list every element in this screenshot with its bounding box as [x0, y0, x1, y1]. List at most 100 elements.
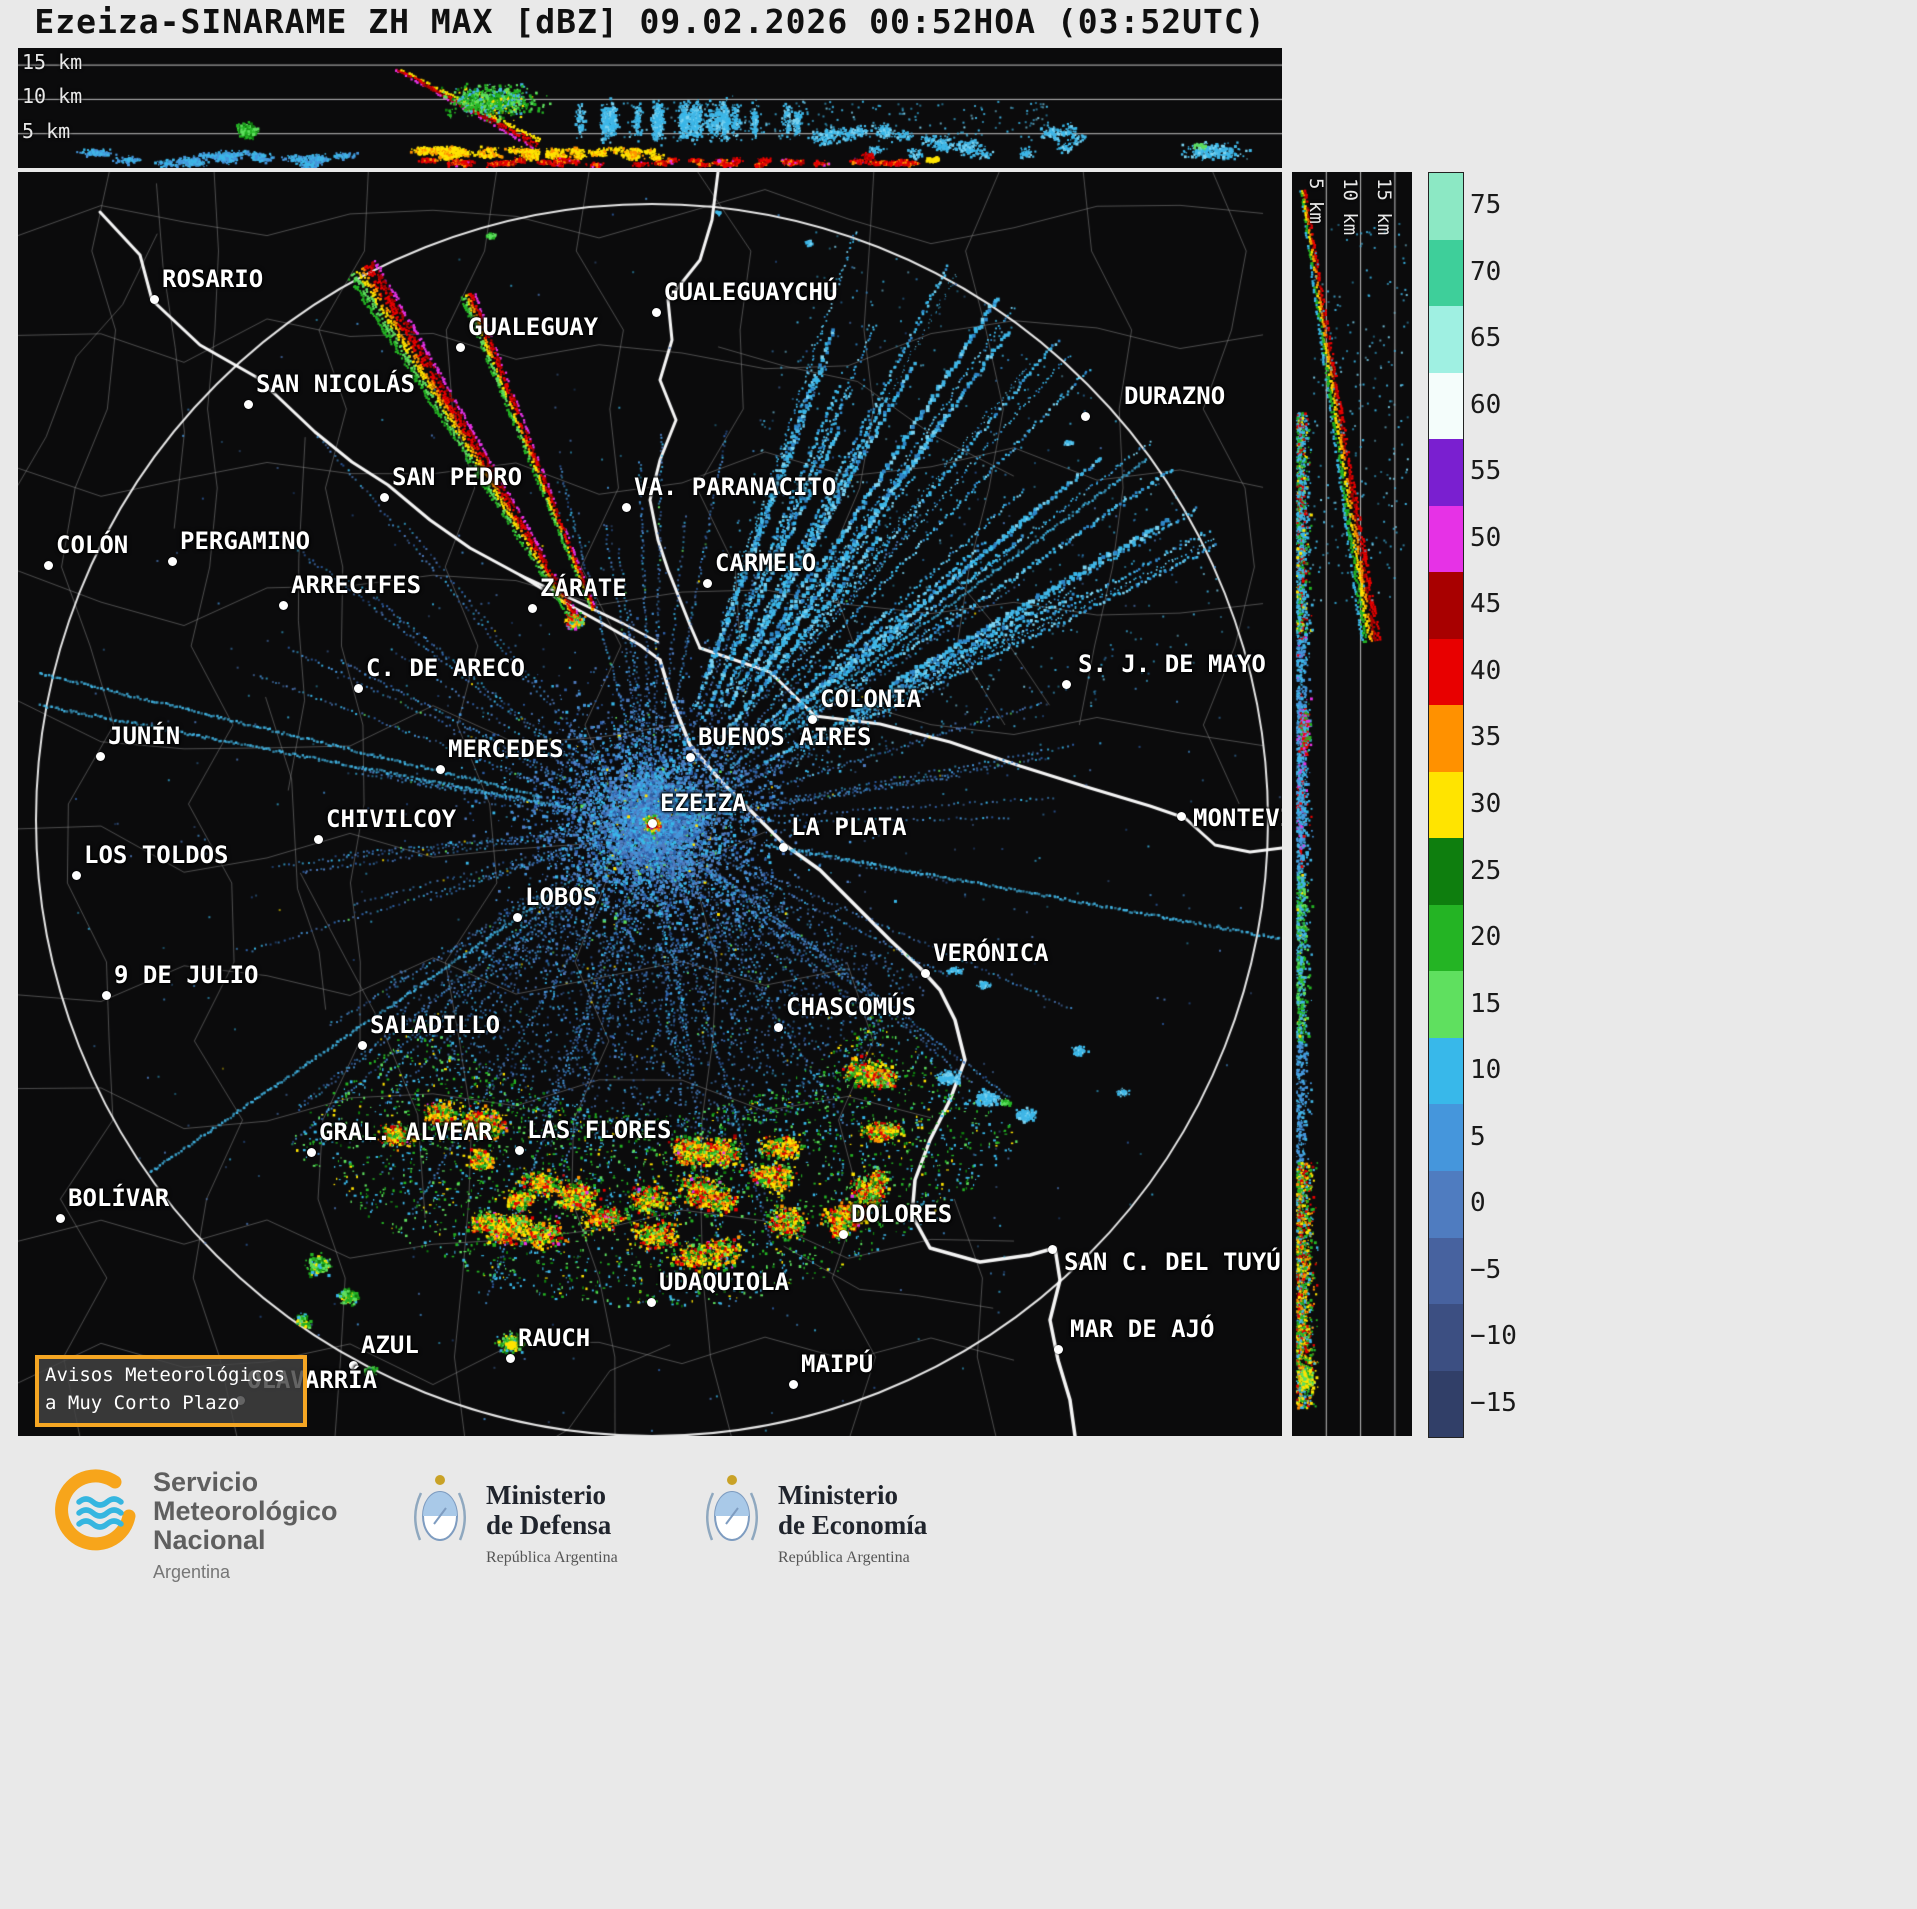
- city-label: GUALEGUAYCHÚ: [664, 278, 838, 306]
- city-label: EZEIZA: [660, 789, 747, 817]
- alert-box-line1: Avisos Meteorológicos: [45, 1364, 286, 1386]
- city-label: MAR DE AJÓ: [1070, 1315, 1215, 1343]
- city-dot: [307, 1148, 316, 1157]
- height-label-10km: 10 km: [22, 84, 83, 108]
- colorbar-tick-label: 0: [1470, 1188, 1486, 1219]
- city-label: DOLORES: [851, 1200, 953, 1228]
- colorbar-segment: [1429, 1104, 1463, 1171]
- city-dot: [56, 1214, 65, 1223]
- city-label: VA. PARANACITO: [634, 473, 837, 501]
- colorbar-tick-label: 25: [1470, 855, 1502, 886]
- coat-of-arms-icon: [414, 1475, 466, 1541]
- colorbar-tick-label: 60: [1470, 389, 1502, 420]
- colorbar-tick-label: 65: [1470, 323, 1502, 354]
- city-label: COLÓN: [56, 531, 129, 559]
- city-dot: [72, 871, 81, 880]
- alert-box-line2: a Muy Corto Plazo: [45, 1392, 240, 1414]
- colorbar-tick-label: 35: [1470, 722, 1502, 753]
- city-dot: [622, 503, 631, 512]
- cross-section-right-panel: 5 km 10 km 15 km: [1292, 172, 1412, 1436]
- defensa-subtitle: República Argentina: [486, 1549, 618, 1566]
- cross-section-top-panel: 15 km 10 km 5 km: [18, 48, 1282, 168]
- colorbar-tick-label: 45: [1470, 589, 1502, 620]
- city-label: AZUL: [361, 1331, 419, 1359]
- city-dot: [354, 684, 363, 693]
- colorbar-segment: [1429, 971, 1463, 1038]
- city-dot: [506, 1354, 515, 1363]
- city-dot: [436, 765, 445, 774]
- city-dot: [1081, 412, 1090, 421]
- city-label: SAN PEDRO: [392, 463, 523, 491]
- height-label-5km: 5 km: [1305, 178, 1327, 224]
- smn-logo-icon: [55, 1469, 136, 1551]
- city-dot: [515, 1146, 524, 1155]
- city-label: LOBOS: [525, 883, 598, 911]
- colorbar-tick-label: 5: [1470, 1121, 1486, 1152]
- colorbar-segment: [1429, 1370, 1463, 1438]
- city-label: S. J. DE MAYO: [1078, 650, 1266, 678]
- city-dot: [921, 969, 930, 978]
- city-label: MONTEVIDEO: [1193, 804, 1282, 832]
- city-dot: [1062, 680, 1071, 689]
- colorbar-segment: [1429, 638, 1463, 706]
- city-label: ARRECIFES: [291, 571, 422, 599]
- height-label-15km: 15 km: [1373, 178, 1395, 236]
- city-label: GRAL. ALVEAR: [319, 1118, 493, 1146]
- city-dot: [1048, 1245, 1057, 1254]
- city-label: CARMELO: [715, 549, 817, 577]
- city-label: ZÁRATE: [540, 574, 627, 602]
- city-label: ROSARIO: [162, 265, 264, 293]
- city-label: GUALEGUAY: [468, 313, 599, 341]
- colorbar-tick-labels: 75 70 65 60 55 50 45 40 35 30 25 20 15 10 5 0 −5 −10 −15: [1470, 172, 1550, 1436]
- city-label: JUNÍN: [108, 722, 181, 750]
- city-dot: [244, 400, 253, 409]
- colorbar-segment: [1429, 705, 1463, 772]
- city-label: CHASCOMÚS: [786, 993, 917, 1021]
- city-dot: [528, 604, 537, 613]
- city-dot: [380, 493, 389, 502]
- colorbar-segment: [1429, 505, 1463, 573]
- colorbar-segment: [1429, 306, 1463, 373]
- reflectivity-colorbar: [1428, 172, 1464, 1438]
- city-dot: [1177, 812, 1186, 821]
- city-label: COLONIA: [820, 685, 922, 713]
- coat-of-arms-icon: [706, 1475, 758, 1541]
- city-dot: [102, 991, 111, 1000]
- colorbar-segment: [1429, 838, 1463, 905]
- colorbar-segment: [1429, 904, 1463, 972]
- smn-name-line2: Meteorológico: [153, 1496, 338, 1526]
- colorbar-tick-label: 75: [1470, 190, 1502, 221]
- colorbar-tick-label: −10: [1470, 1321, 1517, 1352]
- city-label: 9 DE JULIO: [114, 961, 259, 989]
- city-label: BUENOS AIRES: [698, 723, 872, 751]
- colorbar-tick-label: 30: [1470, 789, 1502, 819]
- economia-subtitle: República Argentina: [778, 1549, 910, 1566]
- city-dot: [652, 308, 661, 317]
- city-dot: [779, 843, 788, 852]
- city-label: LOS TOLDOS: [84, 841, 229, 869]
- city-dot: [1054, 1345, 1063, 1354]
- city-label: MERCEDES: [448, 735, 564, 763]
- city-dot: [358, 1041, 367, 1050]
- city-dot: [44, 561, 53, 570]
- colorbar-segment: [1429, 771, 1463, 839]
- city-label: UDAQUIOLA: [659, 1268, 790, 1296]
- city-dot: [513, 913, 522, 922]
- footer: Servicio Meteorológico Nacional Argentin…: [0, 1468, 1917, 1598]
- city-label: C. DE ARECO: [366, 654, 525, 682]
- defensa-logo-block: Ministerio de Defensa República Argentin…: [408, 1468, 618, 1573]
- colorbar-tick-label: 20: [1470, 922, 1502, 953]
- city-label: DURAZNO: [1124, 382, 1226, 410]
- city-dot: [314, 835, 323, 844]
- colorbar-segment: [1429, 372, 1463, 440]
- city-label: PERGAMINO: [180, 527, 311, 555]
- colorbar-tick-label: 55: [1470, 456, 1502, 487]
- cross-section-top-canvas: [18, 48, 1282, 168]
- city-label: LA PLATA: [791, 813, 907, 841]
- height-label-10km: 10 km: [1339, 178, 1361, 236]
- colorbar-segment: [1429, 1304, 1463, 1371]
- colorbar-segment: [1429, 1170, 1463, 1238]
- smn-logo-block: Servicio Meteorológico Nacional Argentin…: [55, 1468, 338, 1587]
- colorbar-segment: [1429, 1237, 1463, 1305]
- city-label: SALADILLO: [370, 1011, 501, 1039]
